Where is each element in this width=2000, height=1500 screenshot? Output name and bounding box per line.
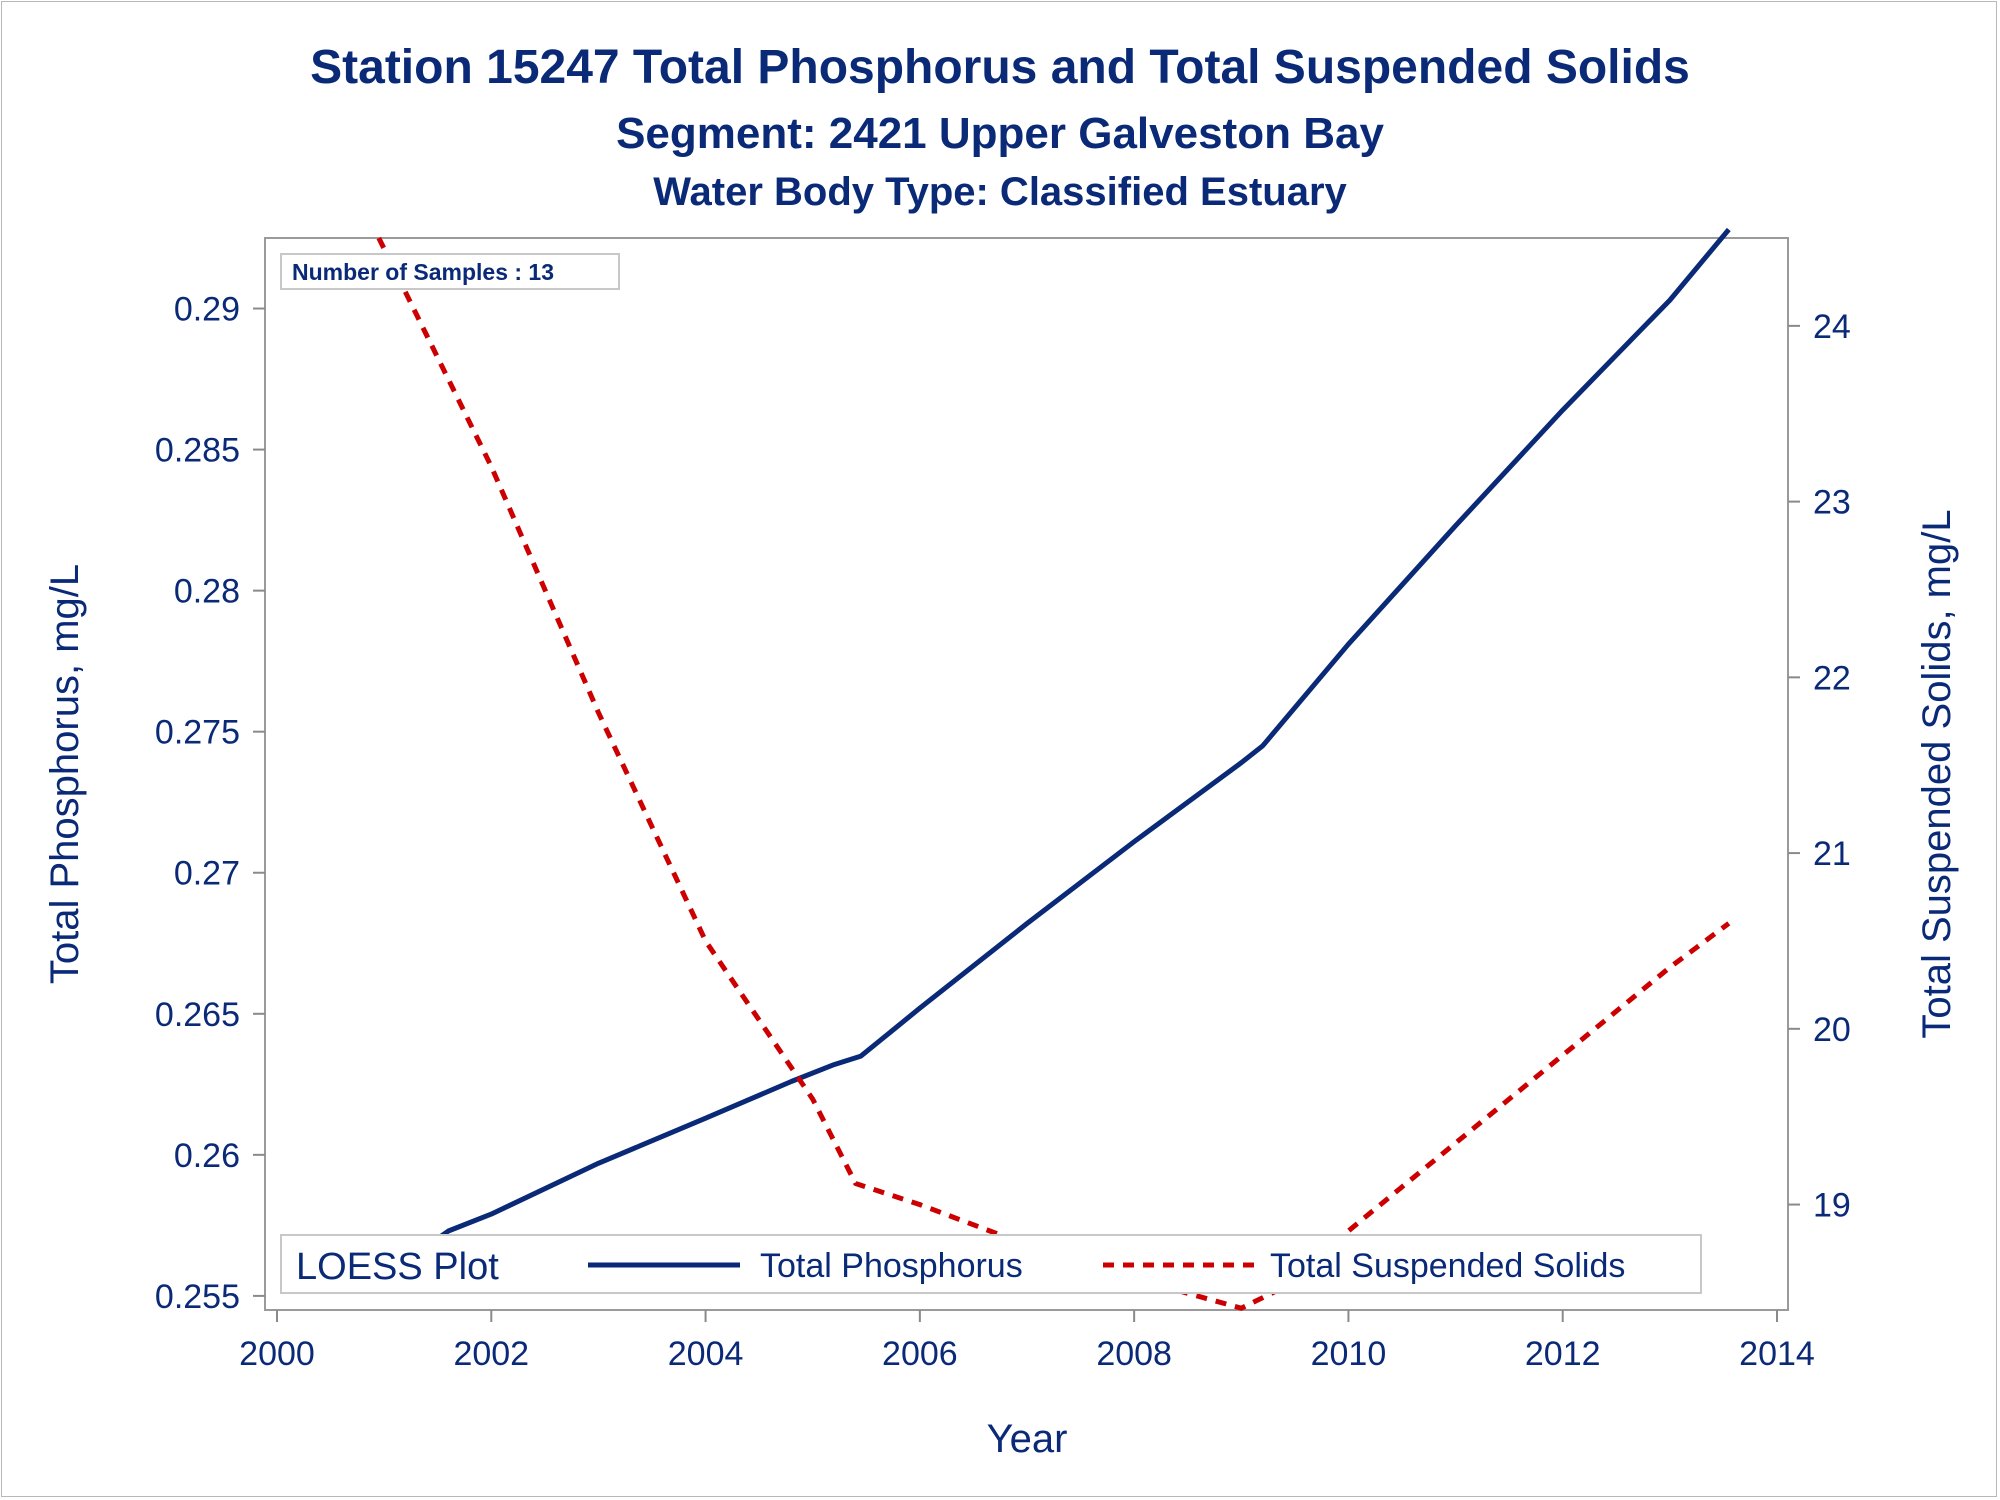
x-axis-label: Year: [987, 1417, 1068, 1461]
y-tick-label: 0.27: [174, 855, 240, 893]
y2-tick-label: 21: [1813, 835, 1851, 873]
series-line-total-phosphorus: [377, 227, 1731, 1290]
y-tick-label: 0.26: [174, 1137, 240, 1175]
x-tick-label: 2002: [453, 1335, 529, 1373]
y-tick-label: 0.28: [174, 573, 240, 611]
sample-note: Number of Samples : 13: [292, 259, 554, 285]
plot-area: [264, 237, 1789, 1311]
chart-subtitle-2: Water Body Type: Classified Estuary: [653, 170, 1347, 214]
x-tick-label: 2004: [668, 1335, 744, 1373]
y-tick-label: 0.265: [155, 996, 240, 1034]
x-tick-label: 2008: [1096, 1335, 1172, 1373]
legend-box: [280, 1234, 1702, 1294]
x-tick-label: 2012: [1525, 1335, 1601, 1373]
legend-title: LOESS Plot: [296, 1246, 499, 1288]
axis-ticks: 2000 2002 2004 2006 2008 2010 2012 2014 0.255 0.2…: [155, 291, 1851, 1373]
chart-subtitle: Segment: 2421 Upper Galveston Bay: [616, 109, 1384, 158]
legend-entry-total-phosphorus: Total Phosphorus: [760, 1247, 1023, 1285]
chart-title: Station 15247 Total Phosphorus and Total…: [310, 41, 1690, 94]
y-tick-label: 0.29: [174, 291, 240, 329]
series-line-total-suspended-solids: [376, 236, 1731, 1311]
x-tick-label: 2010: [1311, 1335, 1387, 1373]
y-axis-label: Total Phosphorus, mg/L: [43, 564, 87, 984]
series-lines: [376, 227, 1731, 1311]
y2-tick-label: 23: [1813, 484, 1851, 522]
y-tick-label: 0.285: [155, 432, 240, 470]
y-tick-label: 0.255: [155, 1278, 240, 1316]
y2-tick-label: 20: [1813, 1011, 1851, 1049]
y2-tick-label: 22: [1813, 659, 1851, 697]
x-tick-label: 2006: [882, 1335, 958, 1373]
x-tick-label: 2014: [1739, 1335, 1815, 1373]
y2-tick-label: 19: [1813, 1187, 1851, 1225]
sample-note-box: [280, 253, 620, 290]
legend-entry-total-suspended-solids: Total Suspended Solids: [1270, 1247, 1625, 1285]
y-tick-label: 0.275: [155, 714, 240, 752]
y2-axis-label: Total Suspended Solids, mg/L: [1915, 509, 1959, 1038]
x-tick-label: 2000: [239, 1335, 315, 1373]
y2-tick-label: 24: [1813, 308, 1851, 346]
